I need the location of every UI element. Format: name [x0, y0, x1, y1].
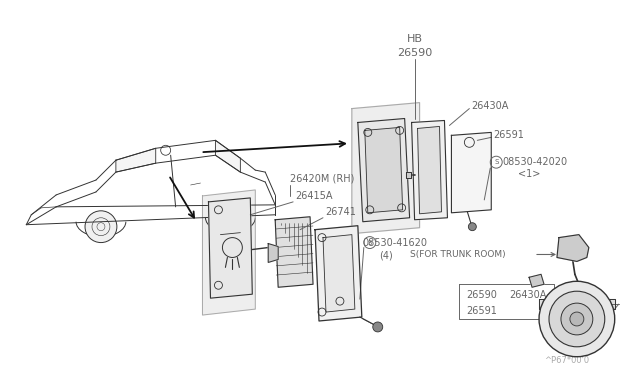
Text: 26420M (RH): 26420M (RH) — [290, 173, 355, 183]
Polygon shape — [539, 299, 614, 309]
Circle shape — [85, 211, 117, 243]
Polygon shape — [275, 217, 313, 287]
Polygon shape — [352, 103, 420, 234]
Text: HB: HB — [406, 34, 422, 44]
Text: 08530-41620: 08530-41620 — [362, 238, 427, 248]
Circle shape — [539, 281, 614, 357]
Polygon shape — [268, 244, 278, 262]
Polygon shape — [358, 119, 410, 222]
Text: 26430A: 26430A — [509, 290, 547, 300]
Circle shape — [570, 312, 584, 326]
Polygon shape — [529, 274, 544, 287]
Text: <1>: <1> — [518, 169, 540, 179]
Polygon shape — [315, 226, 362, 321]
Polygon shape — [216, 140, 241, 172]
Text: (4): (4) — [379, 250, 392, 260]
Polygon shape — [451, 132, 492, 213]
Polygon shape — [365, 128, 403, 213]
Text: 08530-42020: 08530-42020 — [502, 157, 568, 167]
Polygon shape — [417, 126, 442, 214]
Polygon shape — [209, 198, 252, 298]
Polygon shape — [557, 235, 589, 262]
Polygon shape — [323, 235, 355, 312]
Circle shape — [372, 322, 383, 332]
Text: S: S — [367, 240, 372, 246]
Circle shape — [214, 207, 246, 238]
Text: ^P67*00'0: ^P67*00'0 — [544, 356, 589, 365]
Circle shape — [549, 291, 605, 347]
Text: 26415A: 26415A — [295, 191, 333, 201]
Text: S(FOR TRUNK ROOM): S(FOR TRUNK ROOM) — [410, 250, 505, 259]
Text: 26430A: 26430A — [471, 100, 509, 110]
Text: 26591: 26591 — [493, 130, 524, 140]
Circle shape — [468, 223, 476, 231]
Text: 26590: 26590 — [467, 290, 497, 300]
Text: 26591: 26591 — [467, 306, 497, 316]
Polygon shape — [202, 190, 255, 315]
Text: 26590: 26590 — [397, 48, 432, 58]
Polygon shape — [116, 148, 156, 172]
Circle shape — [561, 303, 593, 335]
Text: S: S — [494, 159, 499, 165]
Polygon shape — [406, 172, 411, 178]
Text: 26741: 26741 — [325, 207, 356, 217]
Polygon shape — [412, 121, 447, 220]
